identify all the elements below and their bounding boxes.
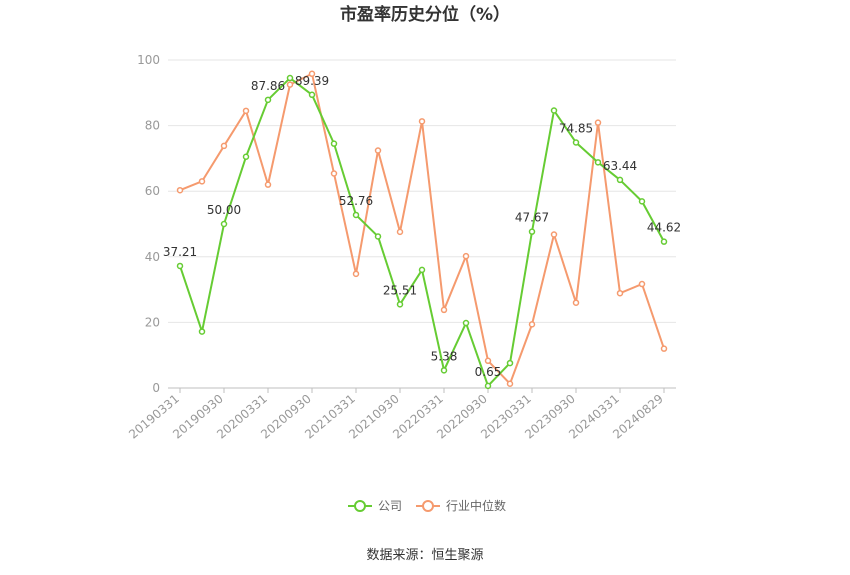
data-point-company — [242, 153, 250, 161]
data-point-company — [638, 198, 646, 205]
data-label: 47.67 — [515, 211, 549, 225]
data-point-industry-median — [330, 170, 338, 177]
data-point-company — [418, 266, 426, 274]
data-point-company — [330, 140, 338, 147]
data-labels: 37.21 50.00 87.86 89.39 52.76 25.51 5.38 0.65 47… — [163, 74, 681, 379]
legend-item-company[interactable]: 公司 — [348, 499, 402, 513]
data-point-company — [594, 159, 602, 166]
data-label: 89.39 — [295, 74, 329, 88]
data-point-company — [264, 96, 272, 104]
grid — [168, 59, 676, 323]
data-point-company — [440, 367, 448, 374]
data-point-industry-median — [220, 142, 228, 150]
data-point-company — [528, 228, 536, 235]
data-point-industry-median — [440, 306, 448, 314]
y-tick-label: 0 — [152, 381, 160, 395]
data-source: 数据来源：恒生聚源 — [366, 548, 483, 563]
y-tick-label: 100 — [137, 53, 160, 67]
data-point-industry-median — [484, 357, 492, 365]
chart-title: 市盈率历史分位（%） — [340, 4, 510, 25]
data-point-company — [352, 211, 360, 219]
data-point-industry-median — [506, 380, 514, 387]
data-point-industry-median — [308, 70, 316, 78]
y-tick-label: 20 — [145, 315, 160, 329]
data-point-industry-median — [528, 321, 536, 328]
axes: 0204060801002019033120190930202003312020… — [126, 53, 676, 442]
data-point-industry-median — [572, 299, 580, 306]
data-point-industry-median — [374, 147, 382, 154]
data-label: 0.65 — [475, 365, 502, 379]
data-label: 87.86 — [251, 79, 285, 93]
data-point-industry-median — [660, 345, 668, 352]
data-label: 74.85 — [559, 121, 593, 135]
legend-label: 行业中位数 — [446, 498, 506, 513]
data-label: 25.51 — [383, 283, 417, 297]
legend[interactable]: 公司 行业中位数 — [348, 498, 506, 513]
data-point-company — [220, 220, 228, 228]
data-point-industry-median — [550, 231, 558, 238]
data-point-industry-median — [176, 186, 184, 194]
data-point-industry-median — [264, 181, 272, 188]
data-label: 37.21 — [163, 245, 197, 259]
data-label: 50.00 — [207, 203, 241, 217]
data-label: 52.76 — [339, 194, 373, 208]
data-point-industry-median — [286, 81, 294, 88]
data-point-industry-median — [594, 119, 602, 126]
data-point-industry-median — [638, 280, 646, 288]
legend-item-industry-median[interactable]: 行业中位数 — [416, 498, 506, 513]
data-point-company — [550, 107, 558, 114]
data-point-company — [484, 382, 492, 390]
y-tick-label: 80 — [145, 119, 160, 133]
legend-marker-icon — [354, 500, 366, 512]
data-point-company — [616, 176, 624, 184]
data-label: 44.62 — [647, 221, 681, 235]
data-label: 63.44 — [603, 159, 637, 173]
y-tick-label: 40 — [145, 250, 160, 264]
data-point-company — [308, 91, 316, 99]
data-point-company — [374, 233, 382, 240]
data-point-company — [176, 262, 184, 270]
data-point-company — [396, 301, 404, 308]
data-point-company — [660, 238, 668, 245]
data-point-company — [572, 139, 580, 146]
legend-marker-icon — [422, 500, 434, 512]
data-point-industry-median — [462, 252, 470, 260]
data-point-industry-median — [352, 270, 360, 278]
y-tick-label: 60 — [145, 184, 160, 198]
data-point-industry-median — [396, 228, 404, 236]
data-label: 5.38 — [431, 349, 458, 363]
data-point-company — [286, 74, 294, 82]
data-point-company — [506, 359, 514, 367]
data-point-industry-median — [242, 107, 250, 115]
series-layer — [176, 70, 668, 390]
legend-label: 公司 — [378, 499, 402, 513]
data-point-industry-median — [418, 118, 426, 125]
data-point-company — [198, 328, 206, 335]
data-point-industry-median — [198, 178, 206, 185]
data-point-company — [462, 319, 470, 327]
data-point-industry-median — [616, 289, 624, 297]
